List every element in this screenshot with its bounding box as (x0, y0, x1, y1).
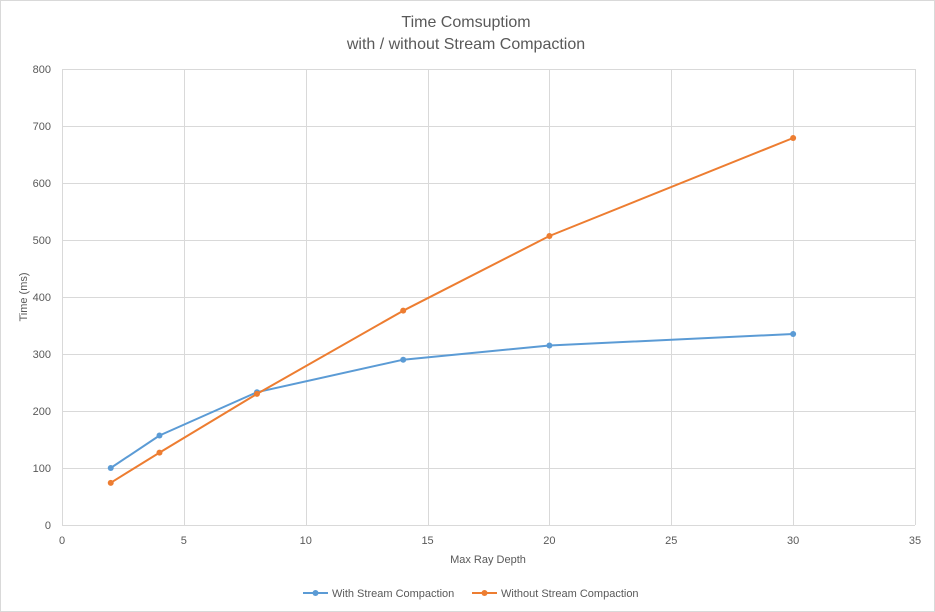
x-tick-label: 35 (909, 535, 921, 547)
series-line (109, 333, 795, 469)
y-tick-label: 100 (33, 463, 51, 475)
legend-label-without-stream-compaction: Without Stream Compaction (501, 588, 639, 600)
x-tick-label: 30 (787, 535, 799, 547)
y-axis-title: Time (ms) (18, 272, 30, 321)
series-line (109, 137, 795, 484)
y-tick-label: 300 (33, 349, 51, 361)
series-without-stream-compaction (107, 134, 797, 486)
data-point[interactable] (107, 479, 114, 486)
data-point[interactable] (546, 342, 553, 349)
y-tick-label: 800 (33, 64, 51, 76)
y-tick-label: 400 (33, 292, 51, 304)
data-point[interactable] (253, 390, 260, 397)
y-tick-label: 600 (33, 178, 51, 190)
x-axis-title: Max Ray Depth (450, 554, 526, 566)
legend-swatch-marker (481, 590, 488, 596)
data-point[interactable] (790, 134, 797, 141)
x-tick-label: 10 (300, 535, 312, 547)
legend-item-without-stream-compaction[interactable]: Without Stream Compaction (472, 588, 639, 600)
y-tick-label: 0 (45, 520, 51, 532)
chart-title: Time Comsuptiom (401, 14, 530, 31)
chart-subtitle: with / without Stream Compaction (346, 36, 585, 53)
x-tick-label: 15 (421, 535, 433, 547)
x-tick-label: 20 (543, 535, 555, 547)
y-tick-label: 200 (33, 406, 51, 418)
series (107, 134, 797, 486)
data-point[interactable] (400, 356, 407, 363)
legend-label-with-stream-compaction: With Stream Compaction (332, 588, 454, 600)
data-point[interactable] (107, 465, 114, 471)
legend-swatch-marker (312, 590, 319, 596)
data-point[interactable] (400, 307, 407, 314)
y-tick-label: 500 (33, 235, 51, 247)
legend: With Stream Compaction Without Stream Co… (303, 588, 639, 600)
data-point[interactable] (546, 233, 553, 240)
data-point[interactable] (156, 432, 163, 439)
y-tick-label: 700 (33, 121, 51, 133)
tick-labels: 0 100 200 300 400 500 600 700 800 0 5 10 15 20 25 30 35 (33, 64, 921, 547)
x-tick-label: 5 (181, 535, 187, 547)
x-tick-label: 0 (59, 535, 65, 547)
legend-item-with-stream-compaction[interactable]: With Stream Compaction (303, 588, 454, 600)
data-point[interactable] (156, 449, 163, 456)
data-point[interactable] (790, 331, 797, 338)
x-tick-label: 25 (665, 535, 677, 547)
